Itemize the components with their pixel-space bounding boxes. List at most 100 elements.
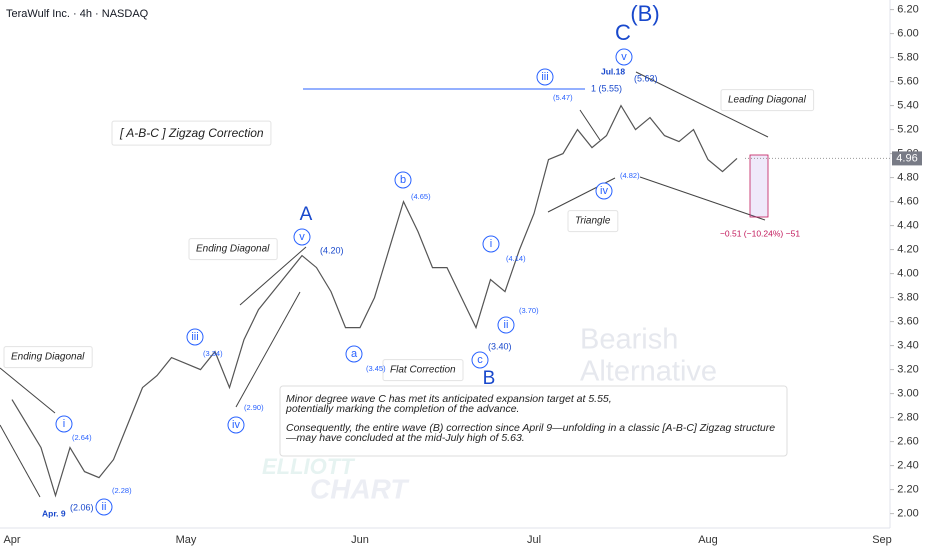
price-line	[11, 104, 738, 498]
x-tick-label: Sep	[872, 534, 892, 546]
wave-label: i	[490, 238, 492, 250]
watermark: ELLIOTT	[262, 454, 355, 479]
price-note: (3.45)	[366, 364, 386, 373]
wave-circle	[595, 182, 613, 200]
wave-label: iii	[191, 331, 198, 343]
annotation-box	[188, 238, 278, 261]
y-tick-label: 2.40	[897, 460, 918, 472]
last-price-box	[892, 151, 922, 166]
x-tick-label: May	[176, 534, 197, 546]
price-note: (5.63)	[634, 73, 658, 83]
y-tick-label: 4.80	[897, 172, 918, 184]
wave-label: v	[299, 231, 305, 243]
wave-circle	[482, 235, 500, 253]
wave-circle	[345, 345, 363, 363]
plot: 2.00 2.20 2.40 2.60 2.80 3.00 3.20 3.40 3.60 3.80…	[3, 4, 922, 546]
annotation: Flat Correction	[390, 365, 456, 376]
wave-label: ii	[102, 501, 107, 513]
y-tick-label: 3.40	[897, 340, 918, 352]
note-box	[279, 385, 788, 457]
annotation: [ A-B-C ] Zigzag Correction	[119, 126, 264, 140]
annotation: Leading Diagonal	[728, 95, 807, 106]
x-tick-label: Jun	[351, 534, 369, 546]
annotation-box	[3, 346, 93, 369]
trend-line	[579, 109, 601, 141]
wave-circle	[497, 316, 515, 334]
x-tick-label: Apr	[3, 534, 20, 546]
trend-line	[235, 291, 301, 408]
wave-circle	[615, 48, 633, 66]
price-note: (4.20)	[320, 245, 344, 255]
price-note: (3.70)	[519, 306, 539, 315]
date-note: Apr. 9	[42, 508, 66, 518]
date-note: Jul.18	[601, 66, 625, 76]
price-note: (2.28)	[112, 486, 132, 495]
y-tick-label: 2.60	[897, 436, 918, 448]
price-note: (4.82)	[620, 171, 640, 180]
wave-label: c	[477, 354, 483, 366]
labels: [ A-B-C ] Zigzag Correction Ending Diagon…	[3, 1, 815, 518]
note-line: potentially marking the completion of th…	[285, 403, 519, 415]
price-note: (3.40)	[488, 341, 512, 351]
wave-label: iv	[232, 419, 240, 431]
trend-line	[635, 71, 769, 138]
watermark: Alternative	[580, 356, 717, 388]
y-tick-label: 5.80	[897, 52, 918, 64]
wave-label: iv	[600, 185, 608, 197]
last-price-label: 4.96	[896, 152, 917, 164]
wave-label: iii	[541, 71, 548, 83]
wave-label: a	[351, 348, 358, 360]
watermark: CHART	[310, 473, 410, 504]
y-tick-label: 4.40	[897, 220, 918, 232]
price-note: (2.06)	[70, 502, 94, 512]
annotation: Ending Diagonal	[196, 244, 270, 255]
chart-title: TeraWulf Inc. · 4h · NASDAQ	[6, 8, 149, 20]
annotation-box	[720, 89, 815, 112]
wave-label: ii	[504, 319, 509, 331]
annotation-box	[567, 210, 619, 233]
trend-line	[639, 176, 766, 221]
wave-label: A	[300, 204, 313, 225]
y-tick-label: 3.80	[897, 292, 918, 304]
wave-label: i	[63, 418, 65, 430]
wave-circle	[394, 171, 412, 189]
wave-label: v	[621, 51, 627, 63]
y-tick-label: 3.60	[897, 316, 918, 328]
trend-line	[239, 246, 307, 306]
y-tick-label: 3.20	[897, 364, 918, 376]
y-tick-label: 2.00	[897, 508, 918, 520]
price-note: 1 (5.55)	[591, 83, 622, 93]
y-tick-label: 5.20	[897, 124, 918, 136]
note-line: —may have concluded at the mid-July high…	[285, 432, 525, 444]
trend-line	[0, 424, 41, 498]
note-line: Minor degree wave C has met its anticipa…	[286, 393, 612, 405]
y-tick-label: 5.60	[897, 76, 918, 88]
annotation: Triangle	[575, 216, 611, 227]
wave-circle	[471, 351, 489, 369]
y-tick-label: 6.00	[897, 28, 918, 40]
wave-circle	[227, 416, 245, 434]
y-tick-label: 4.60	[897, 196, 918, 208]
y-tick-label: 3.00	[897, 388, 918, 400]
measure-label: −0.51 (−10.24%) −51	[720, 228, 800, 238]
wave-label: B	[483, 368, 496, 389]
y-tick-label: 2.80	[897, 412, 918, 424]
annotation: Ending Diagonal	[11, 352, 85, 363]
y-tick-label: 4.00	[897, 268, 918, 280]
y-tick-label: 5.40	[897, 100, 918, 112]
price-note: (4.14)	[506, 254, 526, 263]
price-note: (2.90)	[244, 403, 264, 412]
y-tick-label: 4.20	[897, 244, 918, 256]
y-tick-label: 2.20	[897, 484, 918, 496]
price-note: (3.34)	[203, 349, 223, 358]
x-tick-label: Aug	[698, 534, 718, 546]
annotation-box	[382, 359, 464, 382]
trend-line	[0, 367, 56, 414]
wave-circle	[536, 68, 554, 86]
price-note: (2.64)	[72, 433, 92, 442]
measure-box	[749, 154, 769, 218]
wave-circle	[186, 328, 204, 346]
wave-label: (B)	[630, 1, 659, 26]
